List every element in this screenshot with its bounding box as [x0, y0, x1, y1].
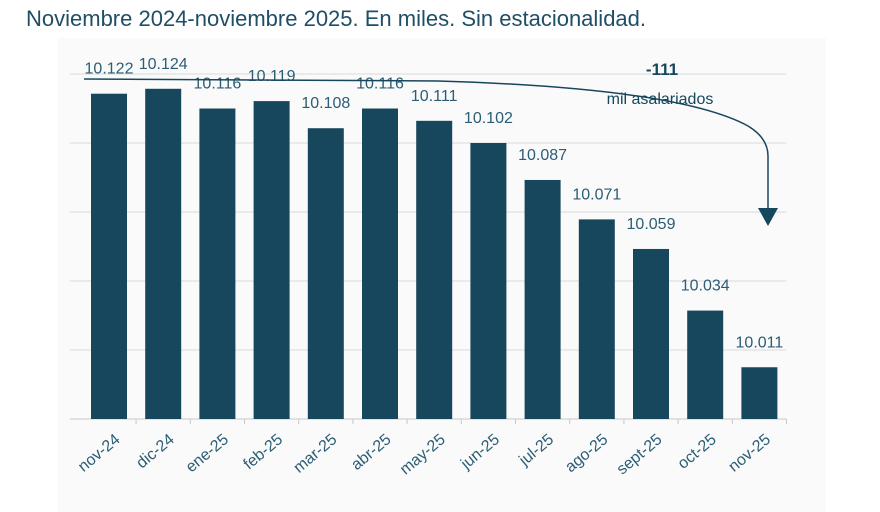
bar-jun-25 [470, 143, 507, 419]
tick-label-jul-25: jul-25 [515, 431, 557, 470]
value-label-mar-25: 10.108 [301, 95, 350, 112]
tick-label-nov-25: nov-25 [726, 431, 774, 476]
bar-abr-25 [362, 108, 398, 419]
chart-panel: 10.122 10.124 10.116 10.119 10.108 10.116 10.1… [58, 38, 826, 512]
value-label-jul-25: 10.087 [518, 147, 567, 164]
tick-label-nov-24: nov-24 [75, 431, 123, 476]
bar-feb-25 [253, 101, 290, 419]
arrow-head-icon [758, 208, 778, 226]
bar-jul-25 [524, 179, 561, 419]
value-label-ago-25: 10.071 [572, 186, 621, 203]
value-label-feb-25: 10.119 [248, 68, 296, 85]
tick-label-oct-25: oct-25 [675, 431, 720, 473]
annotation: -111 mil asalariados [83, 60, 778, 226]
bar-oct-25 [687, 310, 724, 419]
value-label-ene-25: 10.116 [194, 76, 242, 93]
value-label-may-25: 10.111 [411, 88, 458, 105]
tick-label-may-25: may-25 [397, 431, 449, 478]
bar-chart: 10.122 10.124 10.116 10.119 10.108 10.116 10.1… [70, 56, 787, 478]
value-label-abr-25: 10.116 [356, 76, 404, 93]
bar-ago-25 [578, 219, 615, 419]
bar-mar-25 [307, 128, 344, 419]
tick-label-ago-25: ago-25 [562, 431, 611, 476]
value-label-dic-24: 10.124 [139, 56, 188, 73]
tick-label-jun-25: jun-25 [457, 431, 503, 473]
value-label-nov-25: 10.011 [736, 334, 784, 351]
tick-label-mar-25: mar-25 [291, 431, 341, 477]
trend-arrow-line [83, 78, 769, 210]
bar-ene-25 [199, 108, 236, 419]
bar-may-25 [416, 120, 453, 420]
bar-nov-25 [741, 367, 778, 419]
tick-label-abr-25: abr-25 [348, 431, 394, 474]
value-label-oct-25: 10.034 [681, 278, 730, 295]
value-label-nov-24: 10.122 [85, 61, 134, 78]
value-label-jun-25: 10.102 [464, 110, 513, 127]
tick-label-feb-25: feb-25 [240, 431, 286, 473]
bar-dic-24 [145, 88, 182, 420]
bar-sept-25 [633, 248, 669, 419]
x-axis: nov-24 dic-24 ene-25 feb-25 mar-25 abr-25 may-… [75, 419, 787, 478]
tick-label-sept-25: sept-25 [614, 431, 666, 478]
chart-subtitle: Noviembre 2024-noviembre 2025. En miles.… [26, 6, 647, 31]
annotation-value: -111 [646, 60, 678, 79]
bar-nov-24 [91, 93, 127, 419]
annotation-text: mil asalariados [607, 91, 714, 108]
tick-label-dic-24: dic-24 [133, 431, 177, 472]
bars [91, 88, 778, 420]
tick-label-ene-25: ene-25 [183, 431, 232, 476]
value-label-sept-25: 10.059 [627, 216, 676, 233]
